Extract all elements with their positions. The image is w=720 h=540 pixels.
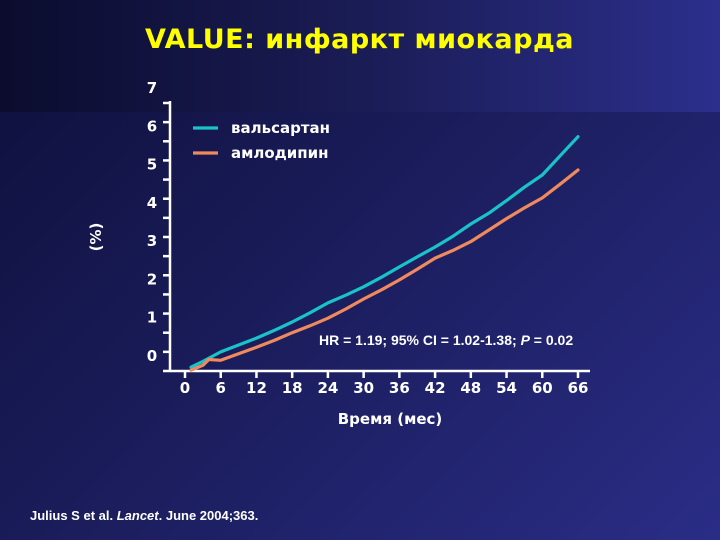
annotation-prefix: HR = 1.19; 95% CI = 1.02-1.38; xyxy=(319,332,521,348)
legend-label: вальсартан xyxy=(231,119,330,137)
x-tick-label: 48 xyxy=(460,379,481,397)
legend: вальсартан амлодипин xyxy=(193,119,330,162)
x-tick-label: 24 xyxy=(317,379,338,397)
series-line-valsartan xyxy=(189,135,580,369)
series-line-amlodipine xyxy=(189,168,580,372)
annotation-suffix: = 0.02 xyxy=(530,332,573,348)
y-axis-title: (%) xyxy=(87,223,105,252)
x-tick-label: 54 xyxy=(496,379,517,397)
annotation-p-label: P xyxy=(521,332,531,348)
citation-suffix: . June 2004;363. xyxy=(158,508,259,523)
legend-label: амлодипин xyxy=(231,144,329,162)
y-tick-label: 3 xyxy=(147,232,157,250)
x-tick-label: 36 xyxy=(389,379,410,397)
x-axis-title: Время (мес) xyxy=(338,410,443,428)
citation-prefix: Julius S et al. xyxy=(30,508,117,523)
x-tick-label: 60 xyxy=(532,379,553,397)
y-tick-label: 4 xyxy=(147,194,157,212)
y-tick-label: 0 xyxy=(147,347,157,365)
series-lines xyxy=(189,135,580,372)
slide-title: VALUE: инфаркт миокарда xyxy=(145,24,574,55)
x-tick-label: 12 xyxy=(246,379,267,397)
y-tick-label: 2 xyxy=(147,270,157,288)
x-tick-label: 18 xyxy=(282,379,303,397)
x-tick-label: 0 xyxy=(180,379,190,397)
y-tick-label: 1 xyxy=(147,309,157,327)
citation-journal: Lancet xyxy=(116,508,159,523)
x-tick-label: 42 xyxy=(425,379,446,397)
x-tick-label: 6 xyxy=(216,379,226,397)
hazard-ratio-annotation: HR = 1.19; 95% CI = 1.02-1.38; P = 0.02 xyxy=(319,332,573,348)
x-tick-label: 66 xyxy=(568,379,589,397)
axes xyxy=(163,101,590,378)
y-tick-label: 7 xyxy=(147,79,157,97)
y-tick-label: 6 xyxy=(147,117,157,135)
title-band xyxy=(0,0,720,112)
x-tick-label: 30 xyxy=(353,379,374,397)
citation: Julius S et al. Lancet. June 2004;363. xyxy=(30,508,258,523)
y-tick-label: 5 xyxy=(147,156,157,174)
